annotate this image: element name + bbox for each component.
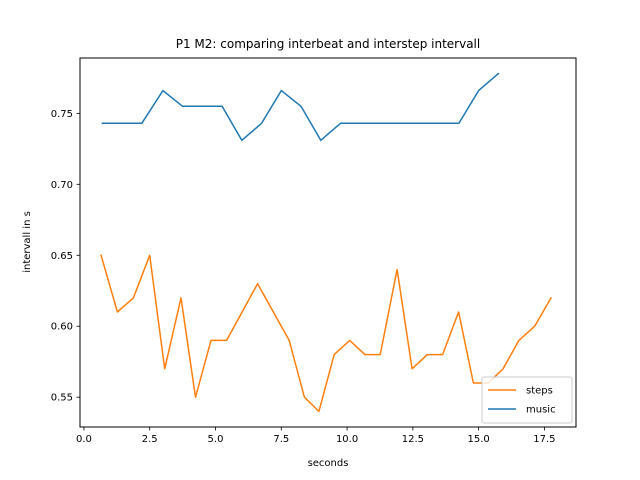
legend-label-music: music — [526, 405, 556, 416]
y-tick-label: 0.65 — [51, 251, 73, 262]
x-tick-label: 5.0 — [208, 434, 224, 445]
y-axis-ticks: 0.55 0.60 0.65 0.70 0.75 — [51, 109, 80, 404]
legend-label-steps: steps — [526, 386, 553, 397]
x-tick-label: 10.0 — [336, 434, 358, 445]
y-tick-label: 0.75 — [51, 109, 73, 120]
x-tick-label: 0.0 — [76, 434, 92, 445]
legend-box — [481, 376, 573, 424]
y-tick-label: 0.60 — [51, 322, 73, 333]
series-layer — [100, 72, 553, 413]
plot-area — [79, 57, 577, 428]
axes-frame — [79, 57, 577, 428]
series-line-music — [101, 72, 500, 142]
x-tick-label: 7.5 — [273, 434, 289, 445]
y-tick-label: 0.55 — [51, 393, 73, 404]
x-tick-label: 12.5 — [402, 434, 424, 445]
chart-title: P1 M2: comparing interbeat and interstep… — [176, 37, 480, 51]
x-axis-ticks: 0.0 2.5 5.0 7.5 10.0 12.5 15.0 17.5 — [76, 427, 556, 445]
x-axis-label: seconds — [308, 458, 349, 469]
x-tick-label: 2.5 — [142, 434, 158, 445]
y-axis-label: intervall in s — [22, 211, 33, 273]
x-tick-label: 15.0 — [468, 434, 490, 445]
legend: steps music — [481, 376, 573, 424]
x-tick-label: 17.5 — [533, 434, 555, 445]
y-tick-label: 0.70 — [51, 180, 73, 191]
series-line-steps — [100, 254, 553, 413]
